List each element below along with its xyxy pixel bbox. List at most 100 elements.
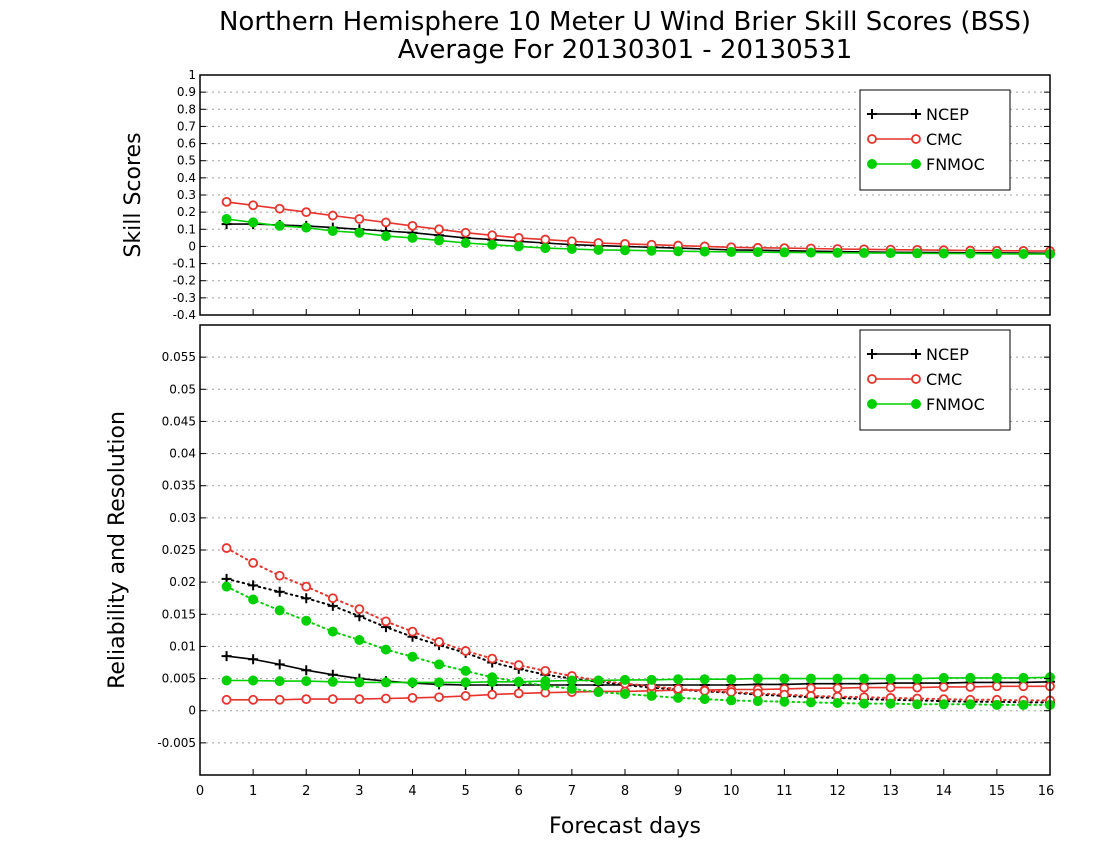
top-legend-item-fnmoc: FNMOC — [867, 155, 985, 174]
top-y-tick-label: 0.2 — [177, 205, 196, 219]
bottom-point-fnmoc-resolution — [726, 695, 737, 706]
top-point-fnmoc — [566, 244, 577, 254]
bottom-point-cmc-reliability — [832, 683, 843, 694]
top-y-tick-label: -0.3 — [173, 291, 196, 305]
top-point-cmc — [381, 217, 391, 228]
top-point-cmc — [354, 214, 365, 224]
bottom-point-fnmoc-reliability — [221, 675, 232, 686]
bottom-point-cmc-reliability — [381, 693, 391, 704]
top-y-tick-label: -0.1 — [173, 257, 196, 271]
bottom-point-fnmoc-reliability — [248, 675, 259, 686]
bottom-point-fnmoc-reliability — [832, 673, 843, 684]
bottom-point-cmc-reliability — [912, 682, 923, 693]
bottom-point-fnmoc-resolution — [673, 692, 684, 703]
bottom-y-tick-label: 0.03 — [169, 511, 196, 525]
bottom-legend-item-ncep: NCEP — [867, 345, 969, 364]
bottom-point-fnmoc-resolution — [513, 676, 524, 687]
top-point-fnmoc — [540, 243, 551, 254]
bottom-point-fnmoc-resolution — [301, 615, 312, 626]
bottom-point-fnmoc-reliability — [699, 674, 710, 685]
bottom-point-fnmoc-reliability — [885, 673, 896, 684]
bottom-y-tick-label: 0.05 — [169, 382, 196, 396]
bottom-y-tick-label: 0.025 — [162, 543, 196, 557]
bottom-legend-box — [859, 329, 1011, 431]
bottom-point-fnmoc-reliability — [434, 677, 445, 688]
bottom-point-fnmoc-reliability — [354, 677, 365, 688]
bottom-point-cmc-resolution — [726, 687, 737, 697]
bottom-point-fnmoc-reliability — [407, 677, 418, 688]
bottom-point-fnmoc-reliability — [566, 675, 577, 686]
x-tick-label: 6 — [515, 784, 523, 799]
top-point-cmc — [407, 220, 418, 231]
top-point-fnmoc — [938, 248, 949, 259]
bottom-point-fnmoc-resolution — [699, 694, 710, 705]
bottom-point-cmc-reliability — [938, 682, 949, 692]
top-plot-frame — [199, 74, 1051, 316]
bottom-series-fnmoc-reliability — [221, 672, 1055, 688]
bottom-point-cmc-reliability — [513, 688, 524, 699]
bottom-legend-marker — [911, 374, 921, 384]
top-point-fnmoc — [380, 231, 391, 242]
chart-subtitle: Average For 20130301 - 20130531 — [398, 35, 853, 65]
bottom-point-ncep-reliability — [221, 651, 232, 662]
top-point-cmc — [274, 203, 285, 214]
bottom-point-fnmoc-resolution — [779, 696, 790, 707]
x-tick-label: 11 — [776, 784, 793, 799]
bottom-point-cmc-reliability — [991, 681, 1002, 692]
x-tick-label: 7 — [568, 784, 576, 799]
bottom-point-cmc-reliability — [487, 689, 498, 700]
bottom-point-fnmoc-resolution — [434, 659, 445, 670]
bottom-legend-item-fnmoc: FNMOC — [867, 395, 985, 414]
top-legend: NCEP CMC FNMOC — [859, 89, 1011, 191]
top-point-fnmoc — [699, 246, 710, 257]
top-line-fnmoc — [226, 218, 1051, 255]
top-point-fnmoc — [487, 239, 498, 250]
top-point-fnmoc — [859, 247, 870, 258]
x-tick-label: 10 — [723, 784, 740, 799]
bottom-legend-item-cmc: CMC — [867, 370, 962, 389]
bottom-point-fnmoc-resolution — [965, 699, 976, 710]
bottom-point-fnmoc-reliability — [301, 676, 312, 687]
top-point-cmc — [540, 234, 551, 245]
x-tick-label: 1 — [249, 784, 257, 799]
top-point-fnmoc — [1018, 248, 1029, 259]
top-point-fnmoc — [832, 247, 843, 258]
bottom-point-fnmoc-resolution — [805, 697, 816, 708]
bottom-point-cmc-resolution — [673, 683, 684, 694]
top-point-fnmoc — [327, 226, 338, 236]
bottom-point-fnmoc-reliability — [726, 674, 737, 685]
bottom-y-tick-label: 0.045 — [162, 414, 196, 428]
bottom-point-cmc-reliability — [806, 683, 816, 694]
bottom-point-cmc-reliability — [354, 694, 365, 705]
bottom-point-cmc-resolution — [460, 646, 471, 656]
bottom-point-fnmoc-reliability — [274, 676, 285, 687]
bottom-point-fnmoc-reliability — [673, 674, 684, 685]
top-point-cmc — [301, 207, 312, 218]
x-axis-label: Forecast days — [549, 814, 701, 839]
bottom-y-tick-label: 0.02 — [169, 575, 196, 589]
chart-title: Northern Hemisphere 10 Meter U Wind Brie… — [219, 7, 1031, 37]
top-y-tick-label: 0.9 — [177, 85, 196, 99]
bottom-point-fnmoc-resolution — [832, 698, 843, 708]
bottom-point-fnmoc-resolution — [1018, 699, 1029, 710]
bottom-point-fnmoc-reliability — [991, 672, 1002, 683]
top-point-fnmoc — [779, 247, 790, 258]
top-series-ncep — [221, 219, 1055, 259]
top-point-fnmoc — [434, 235, 445, 246]
bottom-plot-frame — [199, 324, 1051, 776]
top-point-cmc — [248, 200, 259, 211]
top-legend-marker — [911, 159, 921, 169]
bottom-series-ncep-reliability — [221, 651, 1055, 690]
bottom-point-fnmoc-resolution — [460, 665, 471, 676]
x-tick-label: 0 — [196, 784, 204, 799]
bottom-point-cmc-resolution — [407, 626, 418, 637]
bottom-legend-marker — [867, 349, 877, 359]
bottom-legend-marker — [911, 399, 921, 409]
top-point-cmc — [487, 230, 498, 241]
x-tick-label: 13 — [882, 784, 899, 799]
bottom-point-fnmoc-resolution — [380, 644, 391, 655]
top-y-tick-label: -0.4 — [173, 308, 196, 322]
x-tick-label: 2 — [302, 784, 310, 799]
bottom-point-cmc-resolution — [274, 570, 285, 581]
